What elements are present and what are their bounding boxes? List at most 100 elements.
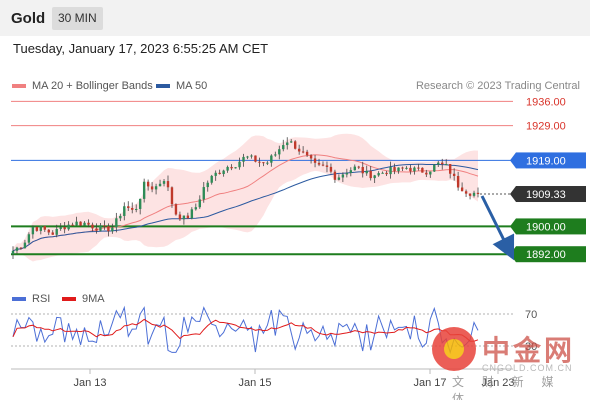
candle-body <box>23 242 27 249</box>
candle-body <box>166 181 170 188</box>
candle-body <box>138 198 142 209</box>
candle-body <box>425 172 428 175</box>
level-label-1919.00-bg <box>516 152 586 169</box>
rsi-level-label-70: 70 <box>525 309 537 321</box>
candle-body <box>293 141 297 149</box>
candle-body <box>389 167 392 175</box>
candle-body <box>119 215 122 219</box>
candle <box>472 190 476 198</box>
candle-body <box>325 165 329 167</box>
candle-body <box>55 228 58 235</box>
candle <box>381 171 384 174</box>
candle <box>333 169 337 183</box>
candle <box>83 221 86 226</box>
legend-swatch-ma20 <box>12 84 26 89</box>
candle <box>365 165 368 176</box>
timeframe-button[interactable]: 30 MIN <box>52 7 103 30</box>
cngold-watermark: 中金网 CNGOLD.COM.CN 文 财 新 媒 体 <box>430 323 588 400</box>
candle <box>138 198 142 215</box>
candle-body <box>282 145 285 150</box>
last-price-label-pointer <box>510 186 516 203</box>
candle <box>218 169 221 175</box>
candle-body <box>329 166 333 172</box>
candlesticks <box>11 137 480 259</box>
candle <box>142 178 146 203</box>
candle-body <box>178 214 182 220</box>
legend-item-rsi: RSI <box>12 293 50 305</box>
level-label-1936.00-text: 1936.00 <box>526 96 566 108</box>
candle <box>162 179 166 187</box>
candle-body <box>111 227 114 232</box>
9ma-line <box>12 318 479 342</box>
candle-body <box>445 164 448 166</box>
candle-body <box>238 161 241 168</box>
candle-body <box>373 175 376 179</box>
candle <box>448 164 452 179</box>
candle-body <box>103 225 106 227</box>
candle-body <box>87 222 90 225</box>
candle <box>178 211 182 222</box>
candle <box>413 166 416 175</box>
level-label-1900.00: 1900.00 <box>510 218 586 235</box>
candle <box>369 165 372 181</box>
candle-body <box>226 166 229 171</box>
candle <box>55 224 58 238</box>
candle-body <box>353 166 356 171</box>
last-price-label-bg <box>516 186 586 203</box>
level-label-1919.00-pointer <box>510 152 516 169</box>
candle-body <box>464 191 468 194</box>
candle-body <box>309 155 313 159</box>
candle-body <box>385 172 388 175</box>
candle-body <box>468 193 472 196</box>
candle <box>385 170 388 177</box>
candle-body <box>51 232 54 235</box>
candle <box>35 226 39 232</box>
candle <box>103 220 106 230</box>
candle <box>23 239 27 249</box>
candle <box>325 161 329 173</box>
candle <box>107 223 110 237</box>
candle <box>127 201 130 212</box>
candle-body <box>43 226 46 230</box>
candle-body <box>460 187 464 192</box>
candle-body <box>409 167 412 172</box>
candle-body <box>448 164 452 174</box>
level-label-1919.00-text: 1919.00 <box>526 155 566 167</box>
candle-body <box>476 192 480 195</box>
candle <box>437 160 440 167</box>
x-tick-label-1: Jan 15 <box>238 377 271 389</box>
legend-swatch-ma50 <box>156 84 170 89</box>
candle <box>278 145 281 160</box>
legend-swatch-rsi <box>12 297 26 302</box>
candle-body <box>123 206 126 216</box>
candle-body <box>182 215 186 220</box>
candle <box>290 139 293 143</box>
candle <box>254 155 257 163</box>
candle <box>87 219 90 228</box>
candle-body <box>313 158 317 163</box>
candle-body <box>115 218 118 228</box>
candle-body <box>31 226 35 235</box>
candle-body <box>270 155 273 163</box>
candle-body <box>266 162 269 164</box>
legend-item-ma20-bollinger: MA 20 + Bollinger Bands <box>12 80 153 92</box>
candle <box>341 172 345 183</box>
candle <box>166 175 170 191</box>
legend-item-9ma: 9MA <box>62 293 105 305</box>
candle-body <box>242 156 245 162</box>
candle <box>238 157 241 170</box>
candle <box>186 212 190 219</box>
legend-label-ma50: MA 50 <box>176 80 208 92</box>
candle <box>242 153 245 167</box>
candle-body <box>174 204 178 215</box>
level-label-1892.00-text: 1892.00 <box>526 249 566 261</box>
candle <box>47 229 50 236</box>
candle <box>456 171 460 191</box>
candle-body <box>135 208 138 210</box>
candle-body <box>95 228 98 231</box>
candle <box>464 189 468 198</box>
candle <box>135 204 138 213</box>
candle-body <box>472 192 476 196</box>
chart-datetime: Tuesday, January 17, 2023 6:55:25 AM CET <box>13 41 269 56</box>
candle-body <box>421 167 424 173</box>
